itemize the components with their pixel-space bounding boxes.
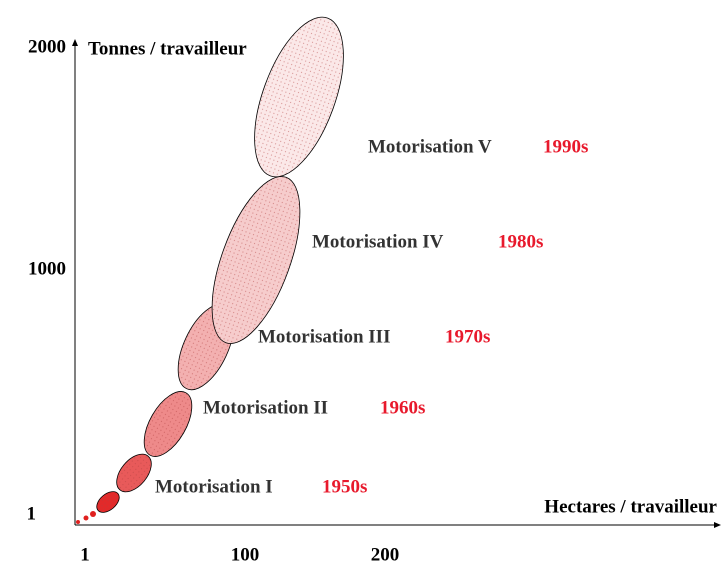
dot (83, 515, 89, 521)
ellipse-stipple (116, 453, 152, 493)
y-tick-label: 1 (27, 503, 37, 524)
ellipse-stipple (143, 391, 193, 457)
dot (76, 520, 80, 524)
x-tick-label: 200 (371, 544, 400, 565)
x-tick-label: 1 (80, 544, 90, 565)
region-decade: 1960s (380, 397, 425, 418)
region-label: Motorisation I (155, 476, 273, 497)
x-axis-title: Hectares / travailleur (544, 496, 717, 517)
region-decade: 1950s (322, 476, 367, 497)
region-decade: 1990s (543, 136, 588, 157)
region-label: Motorisation V (368, 136, 492, 157)
ellipse-stipple (96, 491, 120, 513)
ellipse-stipple (254, 16, 344, 178)
x-tick-label: 100 (231, 544, 260, 565)
region-label: Motorisation IV (312, 231, 444, 252)
dot (90, 511, 96, 517)
region-label: Motorisation III (258, 326, 390, 347)
region-decade: 1980s (498, 231, 543, 252)
y-axis-title: Tonnes / travailleur (88, 38, 247, 59)
ellipses (76, 16, 344, 524)
y-tick-label: 2000 (28, 36, 66, 57)
y-tick-label: 1000 (28, 258, 66, 279)
ellipse-stipple (211, 176, 301, 344)
region-label: Motorisation II (203, 397, 328, 418)
region-decade: 1970s (445, 326, 490, 347)
